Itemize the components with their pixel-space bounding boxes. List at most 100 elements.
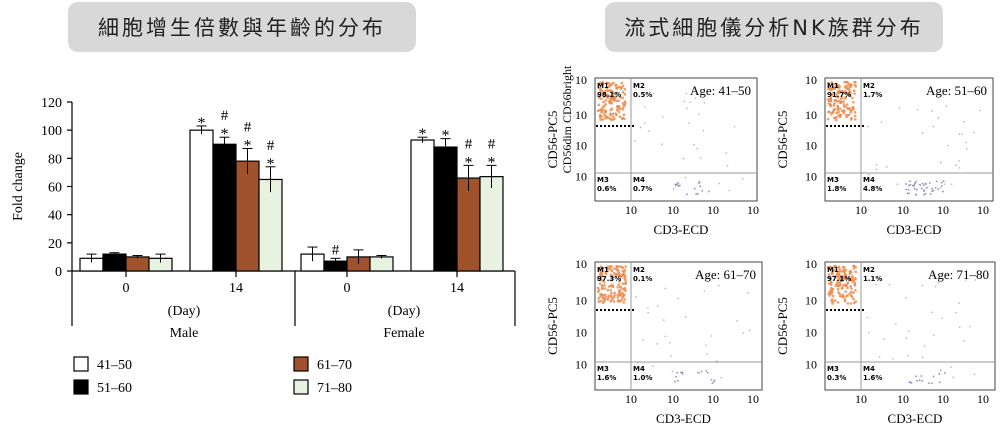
event-dot [608, 265, 612, 268]
event-dot [844, 268, 848, 272]
event-dot [598, 115, 602, 119]
event-dot [839, 101, 842, 105]
event-dot [597, 277, 600, 281]
y-tick-label: 10 [805, 139, 817, 153]
event-dot [839, 100, 843, 103]
event-dot [853, 277, 857, 280]
event-dot [613, 295, 616, 299]
event-dot [846, 107, 850, 110]
event-dot [842, 295, 845, 298]
event-dot [842, 269, 846, 273]
event-dot [829, 93, 833, 96]
event-dot [841, 265, 845, 269]
event-dot [831, 287, 835, 291]
event-dot [833, 108, 837, 111]
event-dot [932, 125, 935, 128]
event-dot [832, 108, 835, 111]
event-dot [613, 117, 616, 120]
event-dot [835, 271, 839, 275]
event-dot [619, 293, 622, 297]
event-dot [833, 116, 837, 120]
event-dot [600, 279, 604, 282]
event-dot [677, 182, 680, 184]
event-dot [604, 295, 607, 298]
plot-frame [824, 77, 994, 202]
event-dot [619, 285, 622, 289]
event-dot [621, 291, 624, 295]
event-dot [604, 109, 607, 113]
event-dot [974, 279, 976, 281]
event-dot [958, 167, 961, 169]
event-dot [603, 91, 606, 95]
event-dot [603, 114, 606, 117]
event-dot [698, 180, 701, 183]
event-dot [606, 288, 610, 292]
event-dot [907, 188, 910, 191]
event-dot [661, 116, 664, 118]
event-dot [600, 284, 604, 288]
event-dot [614, 112, 618, 115]
event-dot [965, 141, 967, 144]
event-dot [854, 265, 858, 269]
event-dot [604, 89, 607, 93]
event-dot [838, 99, 841, 103]
x-tick-label: 10 [707, 203, 719, 217]
event-dot [836, 108, 840, 112]
event-dot [828, 292, 831, 295]
event-dot [610, 284, 614, 287]
event-dot [597, 95, 601, 99]
event-dot [830, 290, 834, 293]
quadrant-value: 1.7% [863, 91, 882, 99]
event-dot [624, 280, 628, 284]
event-dot [614, 273, 618, 276]
y-tick-label: 10 [575, 169, 587, 183]
event-dot [624, 278, 627, 282]
event-dot [922, 184, 925, 186]
event-dot [845, 87, 849, 91]
event-dot [840, 275, 843, 279]
event-dot [608, 285, 611, 288]
event-dot [849, 83, 853, 86]
event-dot [596, 286, 600, 290]
event-dot [610, 268, 613, 272]
event-dot [610, 269, 614, 273]
event-dot [878, 355, 881, 358]
event-dot [854, 277, 857, 280]
event-dot [840, 96, 844, 100]
event-dot [849, 294, 853, 297]
event-dot [844, 275, 848, 278]
event-dot [892, 357, 894, 360]
event-dot [934, 187, 937, 189]
event-dot [617, 85, 621, 89]
event-dot [828, 266, 832, 270]
event-dot [609, 118, 613, 121]
event-dot [931, 187, 933, 190]
event-dot [830, 298, 834, 301]
event-dot [830, 87, 834, 90]
event-dot [615, 272, 618, 276]
event-dot [921, 284, 924, 287]
event-dot [907, 330, 910, 333]
event-dot [605, 94, 609, 97]
x-tick-label: 10 [747, 203, 759, 217]
event-dot [837, 284, 840, 287]
event-dot [940, 181, 943, 184]
event-dot [615, 267, 618, 271]
event-dot [836, 279, 839, 283]
event-dot [736, 319, 738, 322]
event-dot [849, 269, 852, 273]
event-dot [833, 98, 837, 102]
event-dot [850, 96, 854, 100]
event-dot [854, 80, 857, 84]
event-dot [599, 88, 602, 92]
event-dot [845, 115, 848, 119]
event-dot [615, 83, 618, 87]
event-dot [617, 272, 621, 276]
bar [479, 176, 504, 272]
event-dot [610, 97, 614, 101]
bar [258, 178, 283, 272]
event-dot [605, 86, 609, 90]
event-dot [834, 265, 837, 269]
